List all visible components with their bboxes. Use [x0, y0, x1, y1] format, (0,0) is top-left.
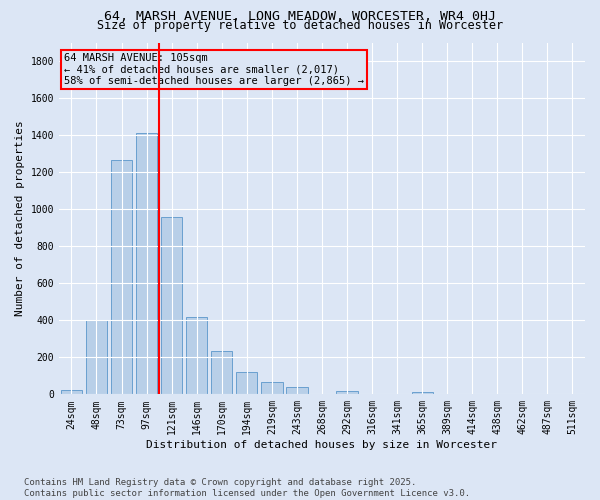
- Bar: [136, 133, 157, 394]
- Bar: [261, 382, 283, 394]
- Bar: [61, 390, 82, 394]
- Y-axis label: Number of detached properties: Number of detached properties: [15, 120, 25, 316]
- Text: 64 MARSH AVENUE: 105sqm
← 41% of detached houses are smaller (2,017)
58% of semi: 64 MARSH AVENUE: 105sqm ← 41% of detache…: [64, 53, 364, 86]
- Bar: [236, 372, 257, 394]
- Text: Size of property relative to detached houses in Worcester: Size of property relative to detached ho…: [97, 18, 503, 32]
- Bar: [161, 216, 182, 394]
- Bar: [337, 390, 358, 394]
- Bar: [186, 318, 208, 394]
- Bar: [412, 392, 433, 394]
- X-axis label: Distribution of detached houses by size in Worcester: Distribution of detached houses by size …: [146, 440, 497, 450]
- Bar: [286, 387, 308, 394]
- Bar: [211, 351, 232, 395]
- Bar: [111, 160, 132, 394]
- Text: 64, MARSH AVENUE, LONG MEADOW, WORCESTER, WR4 0HJ: 64, MARSH AVENUE, LONG MEADOW, WORCESTER…: [104, 10, 496, 23]
- Text: Contains HM Land Registry data © Crown copyright and database right 2025.
Contai: Contains HM Land Registry data © Crown c…: [24, 478, 470, 498]
- Bar: [86, 320, 107, 394]
